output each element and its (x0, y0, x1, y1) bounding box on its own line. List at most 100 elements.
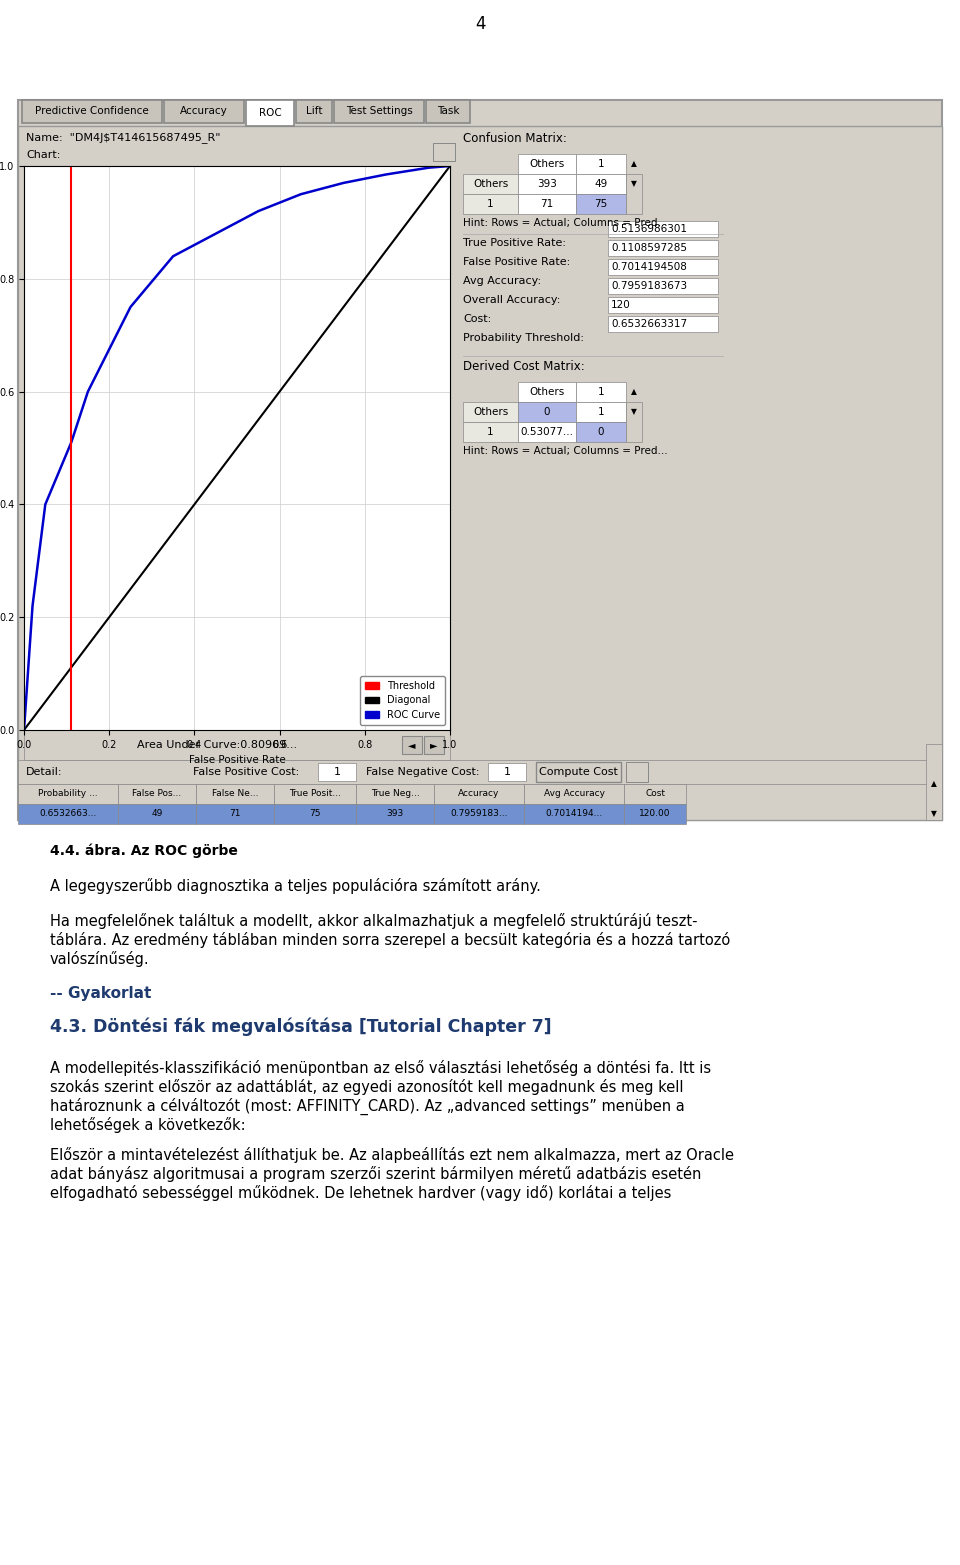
Text: 71: 71 (540, 199, 554, 210)
Text: Lift: Lift (305, 106, 323, 116)
Text: Hint: Rows = Actual; Columns = Pred...: Hint: Rows = Actual; Columns = Pred... (463, 446, 667, 455)
Bar (402, 736, 422, 754)
Text: Chart:: Chart: (26, 150, 60, 160)
Text: 0.7014194508: 0.7014194508 (611, 261, 686, 272)
Bar (24, 729, 450, 761)
Text: A legegyszerűbb diagnosztika a teljes populációra számított arány.: A legegyszerűbb diagnosztika a teljes po… (50, 878, 540, 894)
Bar (18, 100, 942, 820)
Bar (22, 100, 162, 124)
Text: True Neg...: True Neg... (371, 789, 420, 798)
Text: 1: 1 (598, 387, 604, 398)
Text: 49: 49 (594, 178, 608, 189)
Text: True Posit...: True Posit... (289, 789, 341, 798)
Text: 0.1108597285: 0.1108597285 (611, 243, 687, 254)
Bar (536, 762, 621, 782)
Text: elfogadható sebességgel működnek. De lehetnek hardver (vagy idő) korlátai a telj: elfogadható sebességgel működnek. De leh… (50, 1185, 671, 1200)
Text: adat bányász algoritmusai a program szerzői szerint bármilyen méretű adatbázis e: adat bányász algoritmusai a program szer… (50, 1166, 702, 1182)
Text: Detail:: Detail: (26, 767, 62, 776)
Text: Predictive Confidence: Predictive Confidence (36, 106, 149, 116)
Text: Avg Accuracy: Avg Accuracy (543, 789, 605, 798)
Text: 393: 393 (537, 178, 557, 189)
Bar (164, 100, 244, 124)
Bar (518, 423, 576, 441)
Text: A modellepités-klasszifikáció menüpontban az első választási lehetőség a döntési: A modellepités-klasszifikáció menüpontba… (50, 1060, 711, 1077)
Text: ▲: ▲ (631, 388, 636, 396)
Bar (576, 402, 626, 423)
Text: ▲: ▲ (631, 160, 636, 169)
Bar (24, 166, 450, 729)
Text: Probability Threshold:: Probability Threshold: (463, 333, 584, 343)
Bar (434, 784, 524, 804)
Bar (274, 784, 356, 804)
Bar (926, 743, 942, 820)
Bar (518, 194, 576, 214)
Text: ROC: ROC (258, 108, 281, 117)
Text: Area Under Curve:0.80969...: Area Under Curve:0.80969... (137, 740, 297, 750)
Text: False Negative Cost:: False Negative Cost: (366, 767, 479, 776)
Bar (463, 194, 518, 214)
Bar (608, 279, 718, 294)
Text: Name:  "DM4J$T414615687495_R": Name: "DM4J$T414615687495_R" (26, 131, 221, 142)
Bar (576, 174, 626, 194)
Text: Ha megfelelőnek találtuk a modellt, akkor alkalmazhatjuk a megfelelő struktúrájú: Ha megfelelőnek találtuk a modellt, akko… (50, 912, 698, 930)
Bar (18, 127, 942, 820)
Bar (626, 762, 648, 782)
Text: Others: Others (529, 387, 564, 398)
Text: ►: ► (430, 740, 438, 750)
Bar (426, 100, 470, 124)
Text: szokás szerint először az adattáblát, az egyedi azonosítót kell megadnunk és meg: szokás szerint először az adattáblát, az… (50, 1078, 684, 1095)
Text: 0.7959183...: 0.7959183... (450, 809, 508, 818)
Bar (274, 804, 356, 825)
Bar (246, 100, 294, 127)
Text: False Pos...: False Pos... (132, 789, 181, 798)
Bar (118, 804, 196, 825)
Text: 0: 0 (543, 407, 550, 416)
Text: Others: Others (529, 160, 564, 169)
Bar (318, 764, 356, 781)
Text: 1: 1 (487, 427, 493, 437)
Text: Accuracy: Accuracy (180, 106, 228, 116)
Bar (626, 174, 642, 214)
Bar (624, 784, 686, 804)
Bar (424, 736, 444, 754)
Text: 1: 1 (503, 767, 511, 776)
Bar (518, 153, 576, 174)
Text: ▼: ▼ (631, 407, 636, 416)
Text: 1: 1 (598, 407, 604, 416)
Text: Accuracy: Accuracy (458, 789, 500, 798)
Bar (434, 804, 524, 825)
Text: Hint: Rows = Actual; Columns = Pred...: Hint: Rows = Actual; Columns = Pred... (463, 218, 667, 228)
Bar (518, 402, 576, 423)
Text: Others: Others (473, 178, 508, 189)
Text: Others: Others (473, 407, 508, 416)
Bar (524, 784, 624, 804)
Text: Compute Cost: Compute Cost (539, 767, 617, 776)
Bar (196, 784, 274, 804)
Bar (576, 194, 626, 214)
Bar (463, 174, 518, 194)
Text: lehetőségek a következők:: lehetőségek a következők: (50, 1117, 246, 1133)
Text: 0.6532663...: 0.6532663... (39, 809, 97, 818)
Text: Cost: Cost (645, 789, 665, 798)
Bar (488, 764, 526, 781)
Bar (196, 804, 274, 825)
Text: 120: 120 (611, 300, 631, 310)
Text: False Positive Rate:: False Positive Rate: (463, 257, 570, 268)
Bar (118, 784, 196, 804)
Text: ▲: ▲ (931, 779, 937, 789)
Bar (296, 100, 332, 124)
Text: Confusion Matrix:: Confusion Matrix: (463, 131, 566, 146)
Text: 4.3. Döntési fák megvalósítása [Tutorial Chapter 7]: 4.3. Döntési fák megvalósítása [Tutorial… (50, 1017, 552, 1036)
Text: 1: 1 (598, 160, 604, 169)
Text: Avg Accuracy:: Avg Accuracy: (463, 275, 541, 286)
Bar (463, 423, 518, 441)
Text: True Positive Rate:: True Positive Rate: (463, 238, 566, 247)
Bar (626, 402, 642, 441)
Text: táblára. Az eredmény táblában minden sorra szerepel a becsült kategória és a hoz: táblára. Az eredmény táblában minden sor… (50, 933, 731, 948)
Bar (608, 258, 718, 275)
Text: 0: 0 (598, 427, 604, 437)
Text: False Positive Cost:: False Positive Cost: (193, 767, 300, 776)
Bar (18, 761, 942, 784)
Text: Probability ...: Probability ... (38, 789, 98, 798)
Bar (334, 100, 424, 124)
